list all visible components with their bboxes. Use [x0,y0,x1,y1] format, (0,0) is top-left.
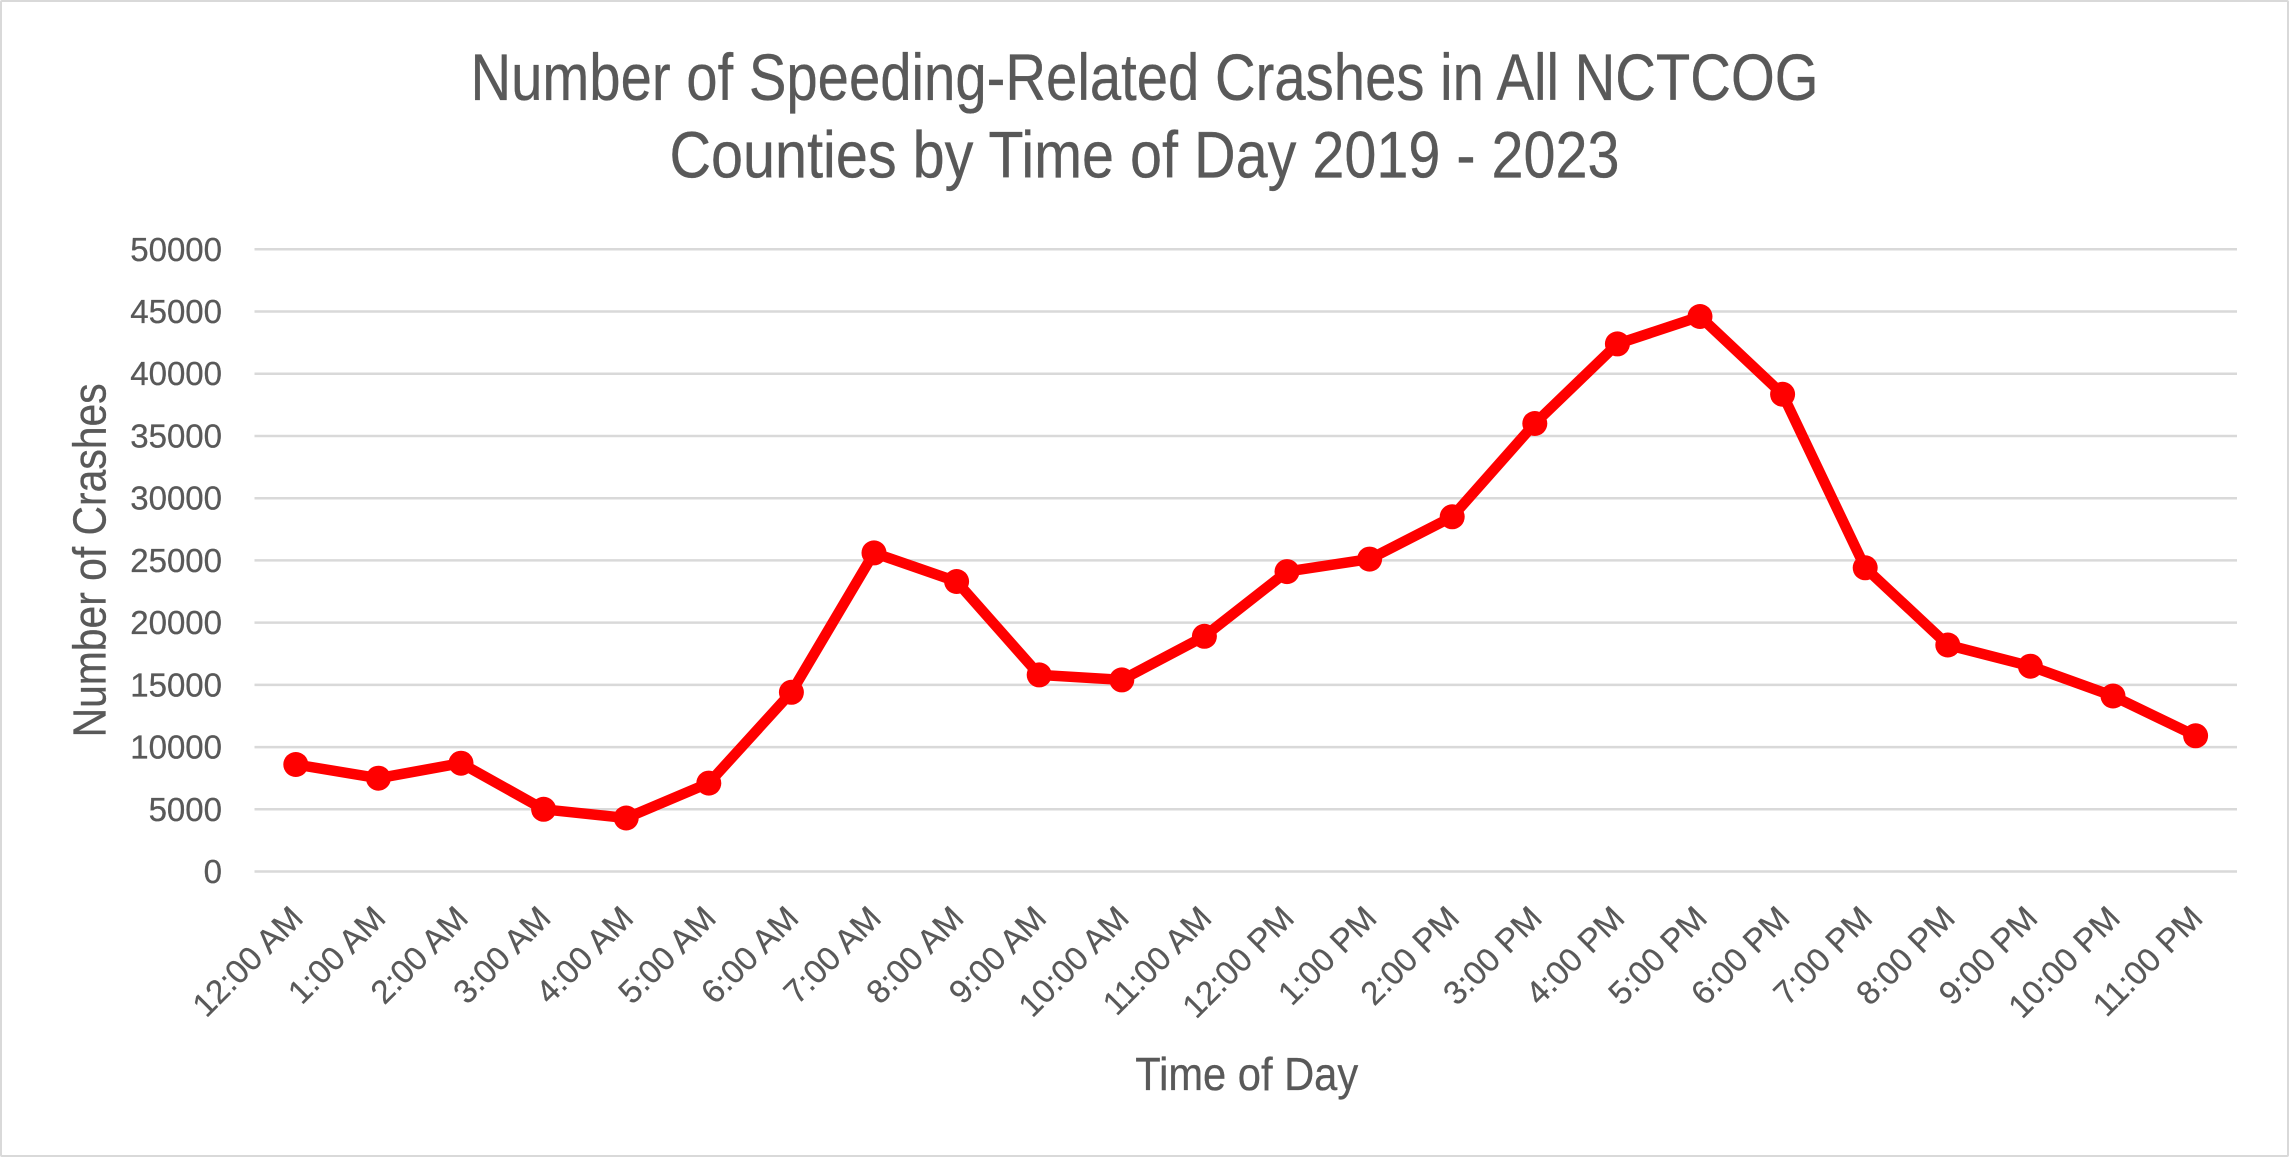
svg-text:30000: 30000 [130,480,222,517]
svg-text:35000: 35000 [130,418,222,455]
svg-text:25000: 25000 [130,542,222,579]
svg-text:Time of Day: Time of Day [1135,1048,1358,1100]
svg-text:40000: 40000 [130,355,222,392]
svg-text:0: 0 [204,853,222,890]
svg-text:20000: 20000 [130,604,222,641]
svg-text:12:00 AM: 12:00 AM [185,899,310,1024]
svg-text:Counties by Time of Day 2019 -: Counties by Time of Day 2019 - 2023 [670,117,1620,191]
svg-text:Number of Speeding-Related Cra: Number of Speeding-Related Crashes in Al… [471,40,1819,114]
svg-text:Number of Crashes: Number of Crashes [64,383,116,737]
svg-text:5000: 5000 [149,791,222,828]
svg-text:10000: 10000 [130,729,222,766]
svg-text:15000: 15000 [130,666,222,703]
svg-text:45000: 45000 [130,293,222,330]
svg-text:50000: 50000 [130,231,222,268]
